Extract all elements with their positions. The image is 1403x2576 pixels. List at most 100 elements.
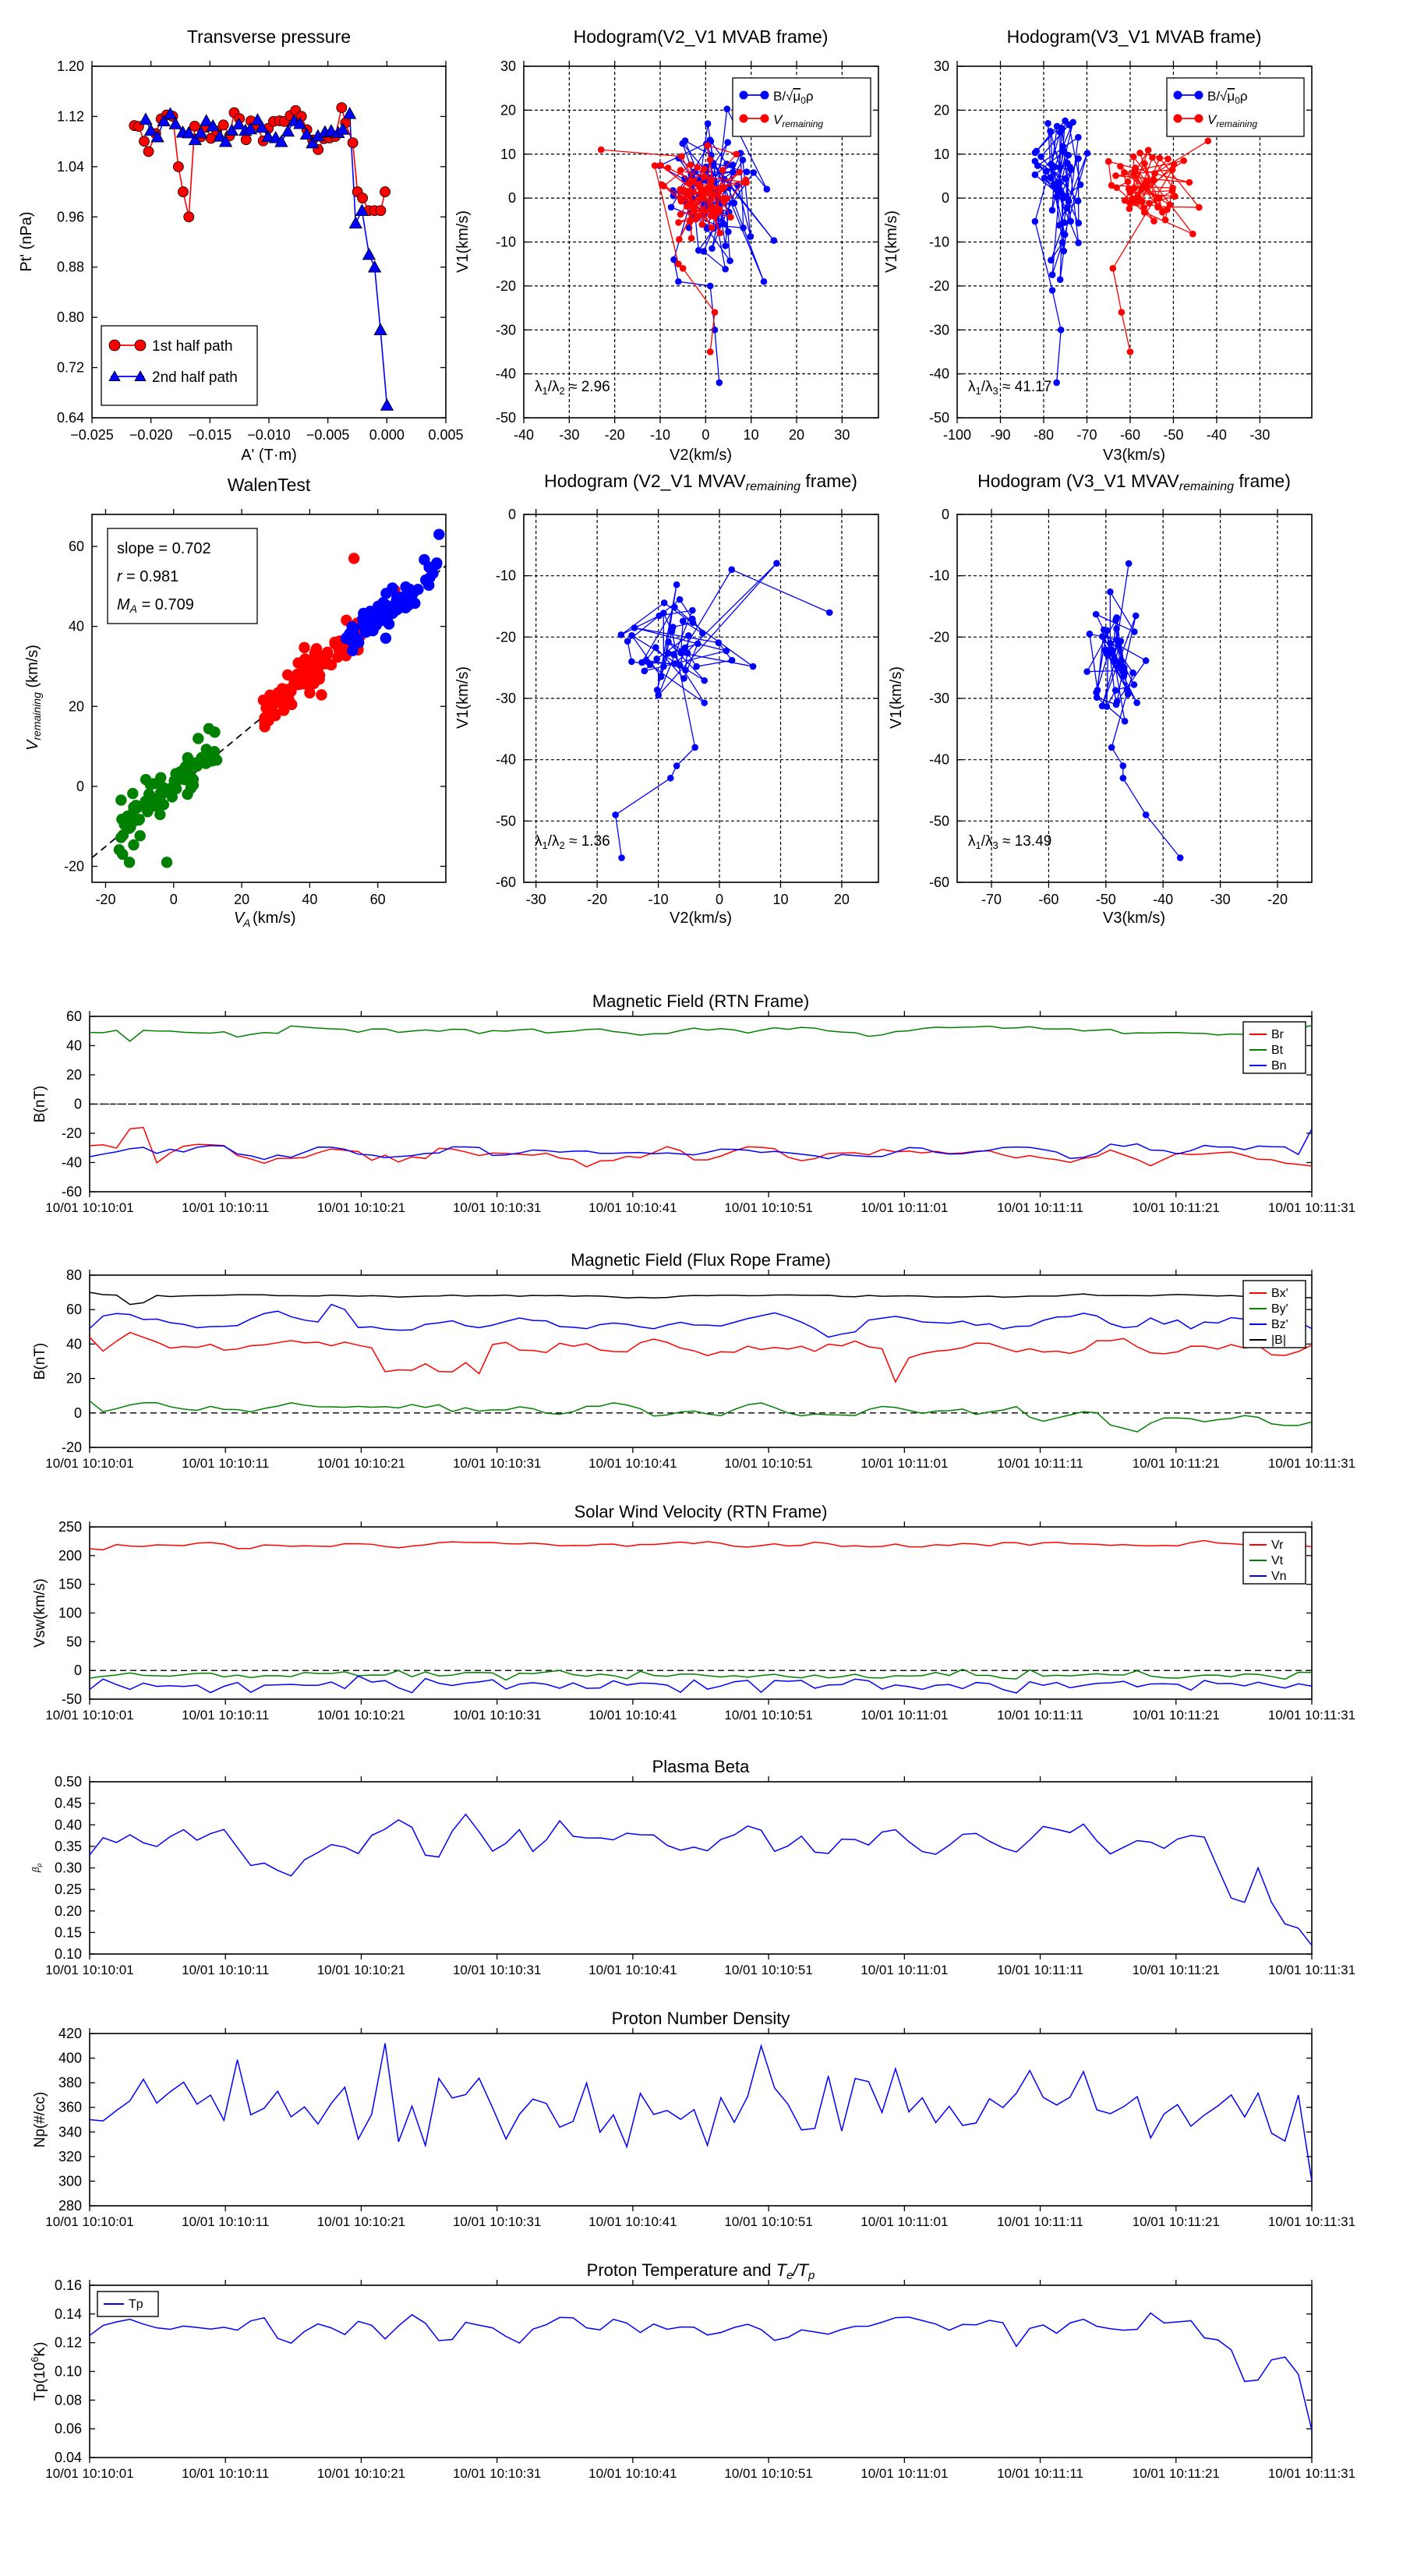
svg-text:-10: -10 [929,235,949,250]
svg-text:-50: -50 [1163,427,1183,443]
svg-text:-30: -30 [929,322,949,337]
svg-text:10/01 10:10:51: 10/01 10:10:51 [724,2214,812,2229]
svg-text:10/01 10:10:31: 10/01 10:10:31 [453,2214,541,2229]
svg-text:0.10: 0.10 [55,2364,82,2380]
svg-text:10/01 10:11:01: 10/01 10:11:01 [861,1200,948,1215]
svg-text:10/01 10:11:21: 10/01 10:11:21 [1133,1200,1220,1215]
svg-text:V2(km/s): V2(km/s) [670,910,732,927]
svg-text:B(nT): B(nT) [32,1343,48,1380]
svg-text:150: 150 [58,1577,82,1592]
svg-text:0.20: 0.20 [55,1903,82,1919]
svg-text:-30: -30 [1210,892,1231,907]
svg-text:0.25: 0.25 [55,1882,82,1897]
svg-text:0.96: 0.96 [57,209,84,224]
svg-text:10/01 10:11:21: 10/01 10:11:21 [1133,1708,1220,1723]
svg-text:Bz': Bz' [1271,1318,1288,1331]
svg-text:-90: -90 [990,427,1010,443]
svg-text:10: 10 [500,147,516,162]
svg-text:10/01 10:10:21: 10/01 10:10:21 [317,1456,405,1471]
svg-text:320: 320 [58,2149,82,2164]
svg-text:V3(km/s): V3(km/s) [1103,447,1165,464]
svg-text:-50: -50 [929,813,949,829]
svg-text:-10: -10 [496,568,516,584]
svg-text:20: 20 [66,1067,82,1083]
svg-text:10/01 10:10:21: 10/01 10:10:21 [317,1963,405,1977]
svg-text:10/01 10:10:31: 10/01 10:10:31 [453,1963,541,1977]
svg-text:B/√μ0ρ: B/√μ0ρ [1207,89,1248,106]
svg-text:10/01 10:11:31: 10/01 10:11:31 [1268,1456,1355,1471]
svg-text:0.40: 0.40 [55,1817,82,1832]
svg-text:Vsw(km/s): Vsw(km/s) [32,1578,48,1648]
svg-text:340: 340 [58,2124,82,2140]
svg-text:0.45: 0.45 [55,1796,82,1811]
svg-text:-60: -60 [1038,892,1058,907]
svg-text:10/01 10:10:41: 10/01 10:10:41 [588,1963,677,1977]
svg-text:10/01 10:10:41: 10/01 10:10:41 [588,2466,677,2481]
svg-text:0.000: 0.000 [369,427,405,443]
svg-text:10/01 10:10:01: 10/01 10:10:01 [45,2214,133,2229]
svg-text:0: 0 [74,1097,82,1112]
svg-text:-30: -30 [526,892,546,907]
svg-text:10/01 10:11:31: 10/01 10:11:31 [1268,1708,1355,1723]
svg-text:Tp: Tp [129,2298,143,2311]
svg-text:40: 40 [302,892,317,907]
svg-text:10/01 10:10:01: 10/01 10:10:01 [45,1456,133,1471]
svg-text:-60: -60 [929,875,949,890]
svg-text:-40: -40 [929,752,949,768]
svg-text:10/01 10:10:21: 10/01 10:10:21 [317,1708,405,1723]
svg-text:10/01 10:11:31: 10/01 10:11:31 [1268,2466,1355,2481]
svg-text:10/01 10:10:11: 10/01 10:10:11 [182,1200,269,1215]
svg-text:Bt: Bt [1271,1044,1284,1057]
svg-text:10/01 10:11:11: 10/01 10:11:11 [997,2466,1083,2481]
svg-text:WalenTest: WalenTest [228,475,311,495]
svg-text:-50: -50 [496,813,516,829]
svg-text:10/01 10:10:51: 10/01 10:10:51 [724,2466,812,2481]
svg-text:50: 50 [66,1634,82,1649]
svg-text:|B|: |B| [1271,1334,1286,1347]
svg-text:-20: -20 [929,278,949,294]
svg-text:360: 360 [58,2100,82,2115]
svg-text:0: 0 [508,507,516,522]
svg-text:0: 0 [702,427,709,443]
svg-text:10/01 10:10:11: 10/01 10:10:11 [182,1708,269,1723]
svg-text:0.005: 0.005 [428,427,463,443]
svg-text:20: 20 [934,102,949,118]
svg-text:10/01 10:10:31: 10/01 10:10:31 [453,2466,541,2481]
svg-text:-50: -50 [62,1691,82,1707]
svg-text:A' (T·m): A' (T·m) [241,447,297,464]
svg-text:λ1/λ3 ≈ 41.17: λ1/λ3 ≈ 41.17 [968,379,1051,397]
svg-text:10/01 10:10:01: 10/01 10:10:01 [45,2466,133,2481]
svg-text:−0.010: −0.010 [247,427,291,443]
svg-text:10: 10 [934,147,949,162]
svg-text:Proton Temperature and Te/Tp: Proton Temperature and Te/Tp [587,2260,815,2282]
svg-text:80: 80 [66,1267,82,1283]
svg-text:1.12: 1.12 [57,108,84,124]
svg-text:10/01 10:10:41: 10/01 10:10:41 [588,1708,677,1723]
svg-text:-80: -80 [1034,427,1054,443]
svg-text:-20: -20 [95,892,115,907]
svg-text:2nd half path: 2nd half path [152,369,238,386]
svg-text:-50: -50 [929,410,949,426]
svg-text:= 0.981: = 0.981 [126,568,178,585]
svg-text:−0.005: −0.005 [306,427,350,443]
svg-text:Hodogram(V3_V1 MVAB frame): Hodogram(V3_V1 MVAB frame) [1007,27,1262,47]
svg-text:0.64: 0.64 [57,410,84,426]
svg-text:10/01 10:10:31: 10/01 10:10:31 [453,1200,541,1215]
svg-text:1st half path: 1st half path [152,338,233,355]
svg-text:0.30: 0.30 [55,1860,82,1876]
svg-text:10/01 10:11:11: 10/01 10:11:11 [997,1708,1083,1723]
svg-text:40: 40 [66,1336,82,1352]
svg-text:10/01 10:10:41: 10/01 10:10:41 [588,1456,677,1471]
svg-text:60: 60 [66,1009,82,1024]
svg-text:-40: -40 [1153,892,1173,907]
svg-text:-50: -50 [496,410,516,426]
svg-text:10/01 10:10:41: 10/01 10:10:41 [588,2214,677,2229]
svg-text:-60: -60 [1120,427,1140,443]
svg-text:Hodogram (V2_V1 MVAVremaining: Hodogram (V2_V1 MVAVremaining frame) [544,471,857,493]
svg-text:420: 420 [58,2026,82,2041]
svg-text:slope = 0.702: slope = 0.702 [117,540,211,557]
svg-text:10/01 10:10:31: 10/01 10:10:31 [453,1456,541,1471]
svg-text:10: 10 [772,892,788,907]
svg-text:10/01 10:11:11: 10/01 10:11:11 [997,2214,1083,2229]
svg-text:10/01 10:11:01: 10/01 10:11:01 [861,2214,948,2229]
